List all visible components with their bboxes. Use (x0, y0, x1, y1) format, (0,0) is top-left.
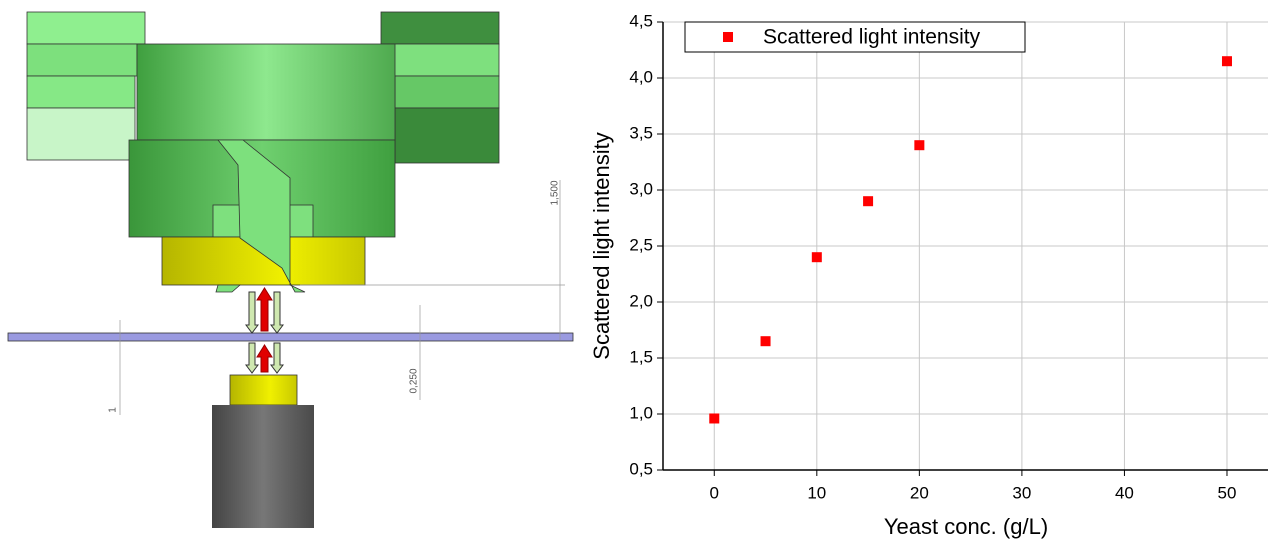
y-tick-label: 0,5 (629, 459, 653, 478)
legend-label: Scattered light intensity (763, 26, 981, 49)
x-tick-label: 10 (807, 483, 826, 502)
x-tick-label: 40 (1115, 483, 1134, 502)
data-point (863, 196, 873, 206)
y-tick-label: 4,5 (629, 11, 653, 30)
y-tick-label: 3,0 (629, 179, 653, 198)
x-axis-label: Yeast conc. (g/L) (884, 514, 1048, 539)
cylinder (137, 44, 395, 140)
detector-lens (230, 375, 297, 405)
block (27, 108, 135, 160)
y-tick-label: 2,5 (629, 235, 653, 254)
y-tick-label: 2,0 (629, 291, 653, 310)
sensor-diagram (8, 12, 573, 528)
x-tick-label: 0 (710, 483, 719, 502)
x-tick-label: 20 (910, 483, 929, 502)
y-tick-label: 3,5 (629, 123, 653, 142)
arrows (246, 288, 283, 373)
y-axis-label: Scattered light intensity (589, 132, 614, 359)
block (27, 76, 135, 108)
plate (8, 333, 573, 341)
dimension-label: 0,250 (409, 368, 420, 393)
data-point (709, 413, 719, 423)
data-point (761, 336, 771, 346)
block (27, 12, 145, 44)
dimension-label: 1 (108, 407, 119, 413)
y-tick-label: 4,0 (629, 67, 653, 86)
detector (212, 405, 314, 528)
block (381, 12, 499, 44)
block (27, 44, 137, 76)
data-point (812, 252, 822, 262)
data-point (1222, 56, 1232, 66)
block (395, 76, 499, 108)
x-tick-label: 50 (1218, 483, 1237, 502)
page: 1,500 0,250 1 Yeast conc. (g/L) Scattere… (0, 0, 1273, 542)
x-tick-label: 30 (1012, 483, 1031, 502)
block (387, 44, 499, 76)
y-tick-label: 1,5 (629, 347, 653, 366)
data-point (914, 140, 924, 150)
dimension-label: 1,500 (550, 180, 561, 205)
block (395, 108, 499, 163)
light-guide (216, 285, 240, 292)
y-tick-label: 1,0 (629, 403, 653, 422)
legend-marker (723, 32, 733, 42)
